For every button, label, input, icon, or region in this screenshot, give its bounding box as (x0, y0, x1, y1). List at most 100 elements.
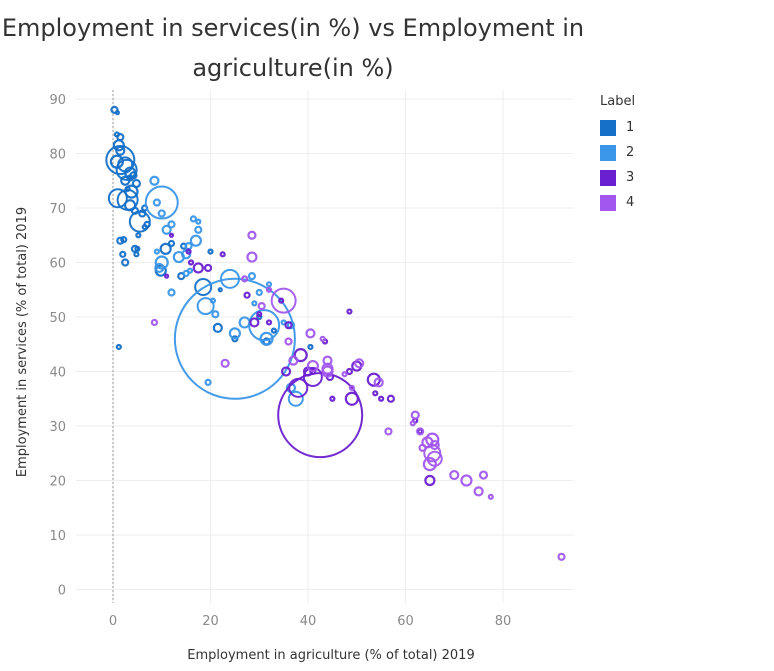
data-point (307, 343, 314, 351)
data-point (426, 450, 443, 467)
x-tick-label: 80 (495, 614, 512, 629)
legend-title: Label (600, 94, 636, 109)
data-point (192, 262, 204, 274)
data-point (410, 410, 420, 420)
data-point (184, 242, 193, 251)
x-tick-label: 20 (202, 614, 219, 629)
data-point (449, 469, 460, 481)
data-point (204, 378, 212, 386)
data-point (372, 390, 379, 397)
data-point (319, 335, 326, 342)
data-point (154, 255, 169, 270)
data-point (386, 394, 395, 403)
data-point (161, 224, 172, 235)
data-point (187, 259, 195, 266)
data-point (265, 281, 273, 288)
data-point (211, 310, 220, 319)
legend-entries: 1 2 3 4 (600, 115, 635, 215)
data-point (149, 175, 160, 186)
data-point (116, 133, 125, 142)
data-point (112, 139, 125, 152)
data-point (246, 251, 258, 263)
legend-label: 4 (626, 195, 635, 210)
data-point (115, 343, 122, 351)
legend: Label 1 2 3 4 (600, 94, 635, 215)
data-point (120, 236, 128, 244)
data-point (182, 269, 190, 277)
data-point (265, 319, 273, 326)
data-point (270, 327, 277, 334)
data-point (243, 291, 251, 299)
data-point (373, 377, 384, 388)
data-point (167, 220, 176, 229)
legend-item: 2 (600, 140, 635, 165)
data-point (128, 210, 151, 233)
data-point (143, 220, 151, 228)
series-3 (164, 232, 436, 487)
data-point (478, 470, 489, 480)
y-tick-label: 90 (49, 93, 66, 108)
data-point (249, 317, 260, 328)
chart-title: Employment in services(in %) vs Employme… (1, 14, 585, 82)
y-tick-label: 70 (49, 202, 66, 217)
data-point (255, 288, 263, 297)
data-point (194, 278, 213, 297)
data-point (115, 158, 138, 181)
legend-swatch (600, 119, 616, 136)
data-point (116, 236, 125, 245)
data-point (384, 427, 393, 436)
data-point (293, 348, 308, 363)
series-1 (105, 105, 314, 351)
legend-swatch (600, 144, 616, 161)
data-point (241, 275, 249, 283)
data-point (329, 395, 336, 402)
data-point (157, 209, 166, 218)
data-point (114, 110, 120, 116)
data-point (278, 297, 285, 304)
data-point (248, 309, 281, 342)
y-tick-label: 30 (49, 420, 66, 435)
data-point (238, 316, 251, 329)
legend-swatch (600, 169, 616, 186)
data-point (460, 474, 473, 487)
data-point (164, 273, 170, 279)
data-point (344, 391, 359, 406)
data-point (217, 287, 223, 293)
data-point (487, 493, 494, 500)
data-point (321, 365, 334, 378)
data-point (196, 297, 215, 316)
data-point (107, 188, 128, 209)
data-point (341, 371, 348, 378)
data-point (422, 457, 437, 472)
data-point (124, 184, 139, 199)
data-point (557, 552, 566, 561)
data-point (152, 198, 161, 207)
data-point (256, 313, 263, 321)
y-tick-label: 0 (58, 584, 66, 599)
data-point (185, 248, 192, 255)
data-point (257, 302, 266, 311)
y-tick-label: 10 (49, 529, 66, 544)
data-point (209, 297, 217, 304)
data-point (212, 322, 223, 333)
data-point (154, 262, 165, 274)
legend-item: 4 (600, 190, 635, 215)
data-point (277, 372, 364, 459)
data-point (207, 248, 214, 255)
data-point (173, 277, 296, 400)
data-point (189, 234, 202, 247)
data-point (366, 372, 381, 387)
data-point (306, 359, 319, 373)
data-point (150, 318, 159, 327)
y-axis-ticks: 0 10 20 30 40 50 60 70 80 90 (49, 93, 66, 599)
data-point (284, 337, 293, 346)
y-tick-label: 40 (49, 366, 66, 381)
legend-label: 2 (626, 145, 635, 160)
data-point (424, 474, 436, 487)
data-point (305, 328, 316, 339)
gridlines (76, 90, 573, 603)
data-point (265, 286, 273, 293)
legend-item: 1 (600, 115, 635, 140)
data-point (123, 199, 137, 212)
data-point (425, 432, 440, 447)
